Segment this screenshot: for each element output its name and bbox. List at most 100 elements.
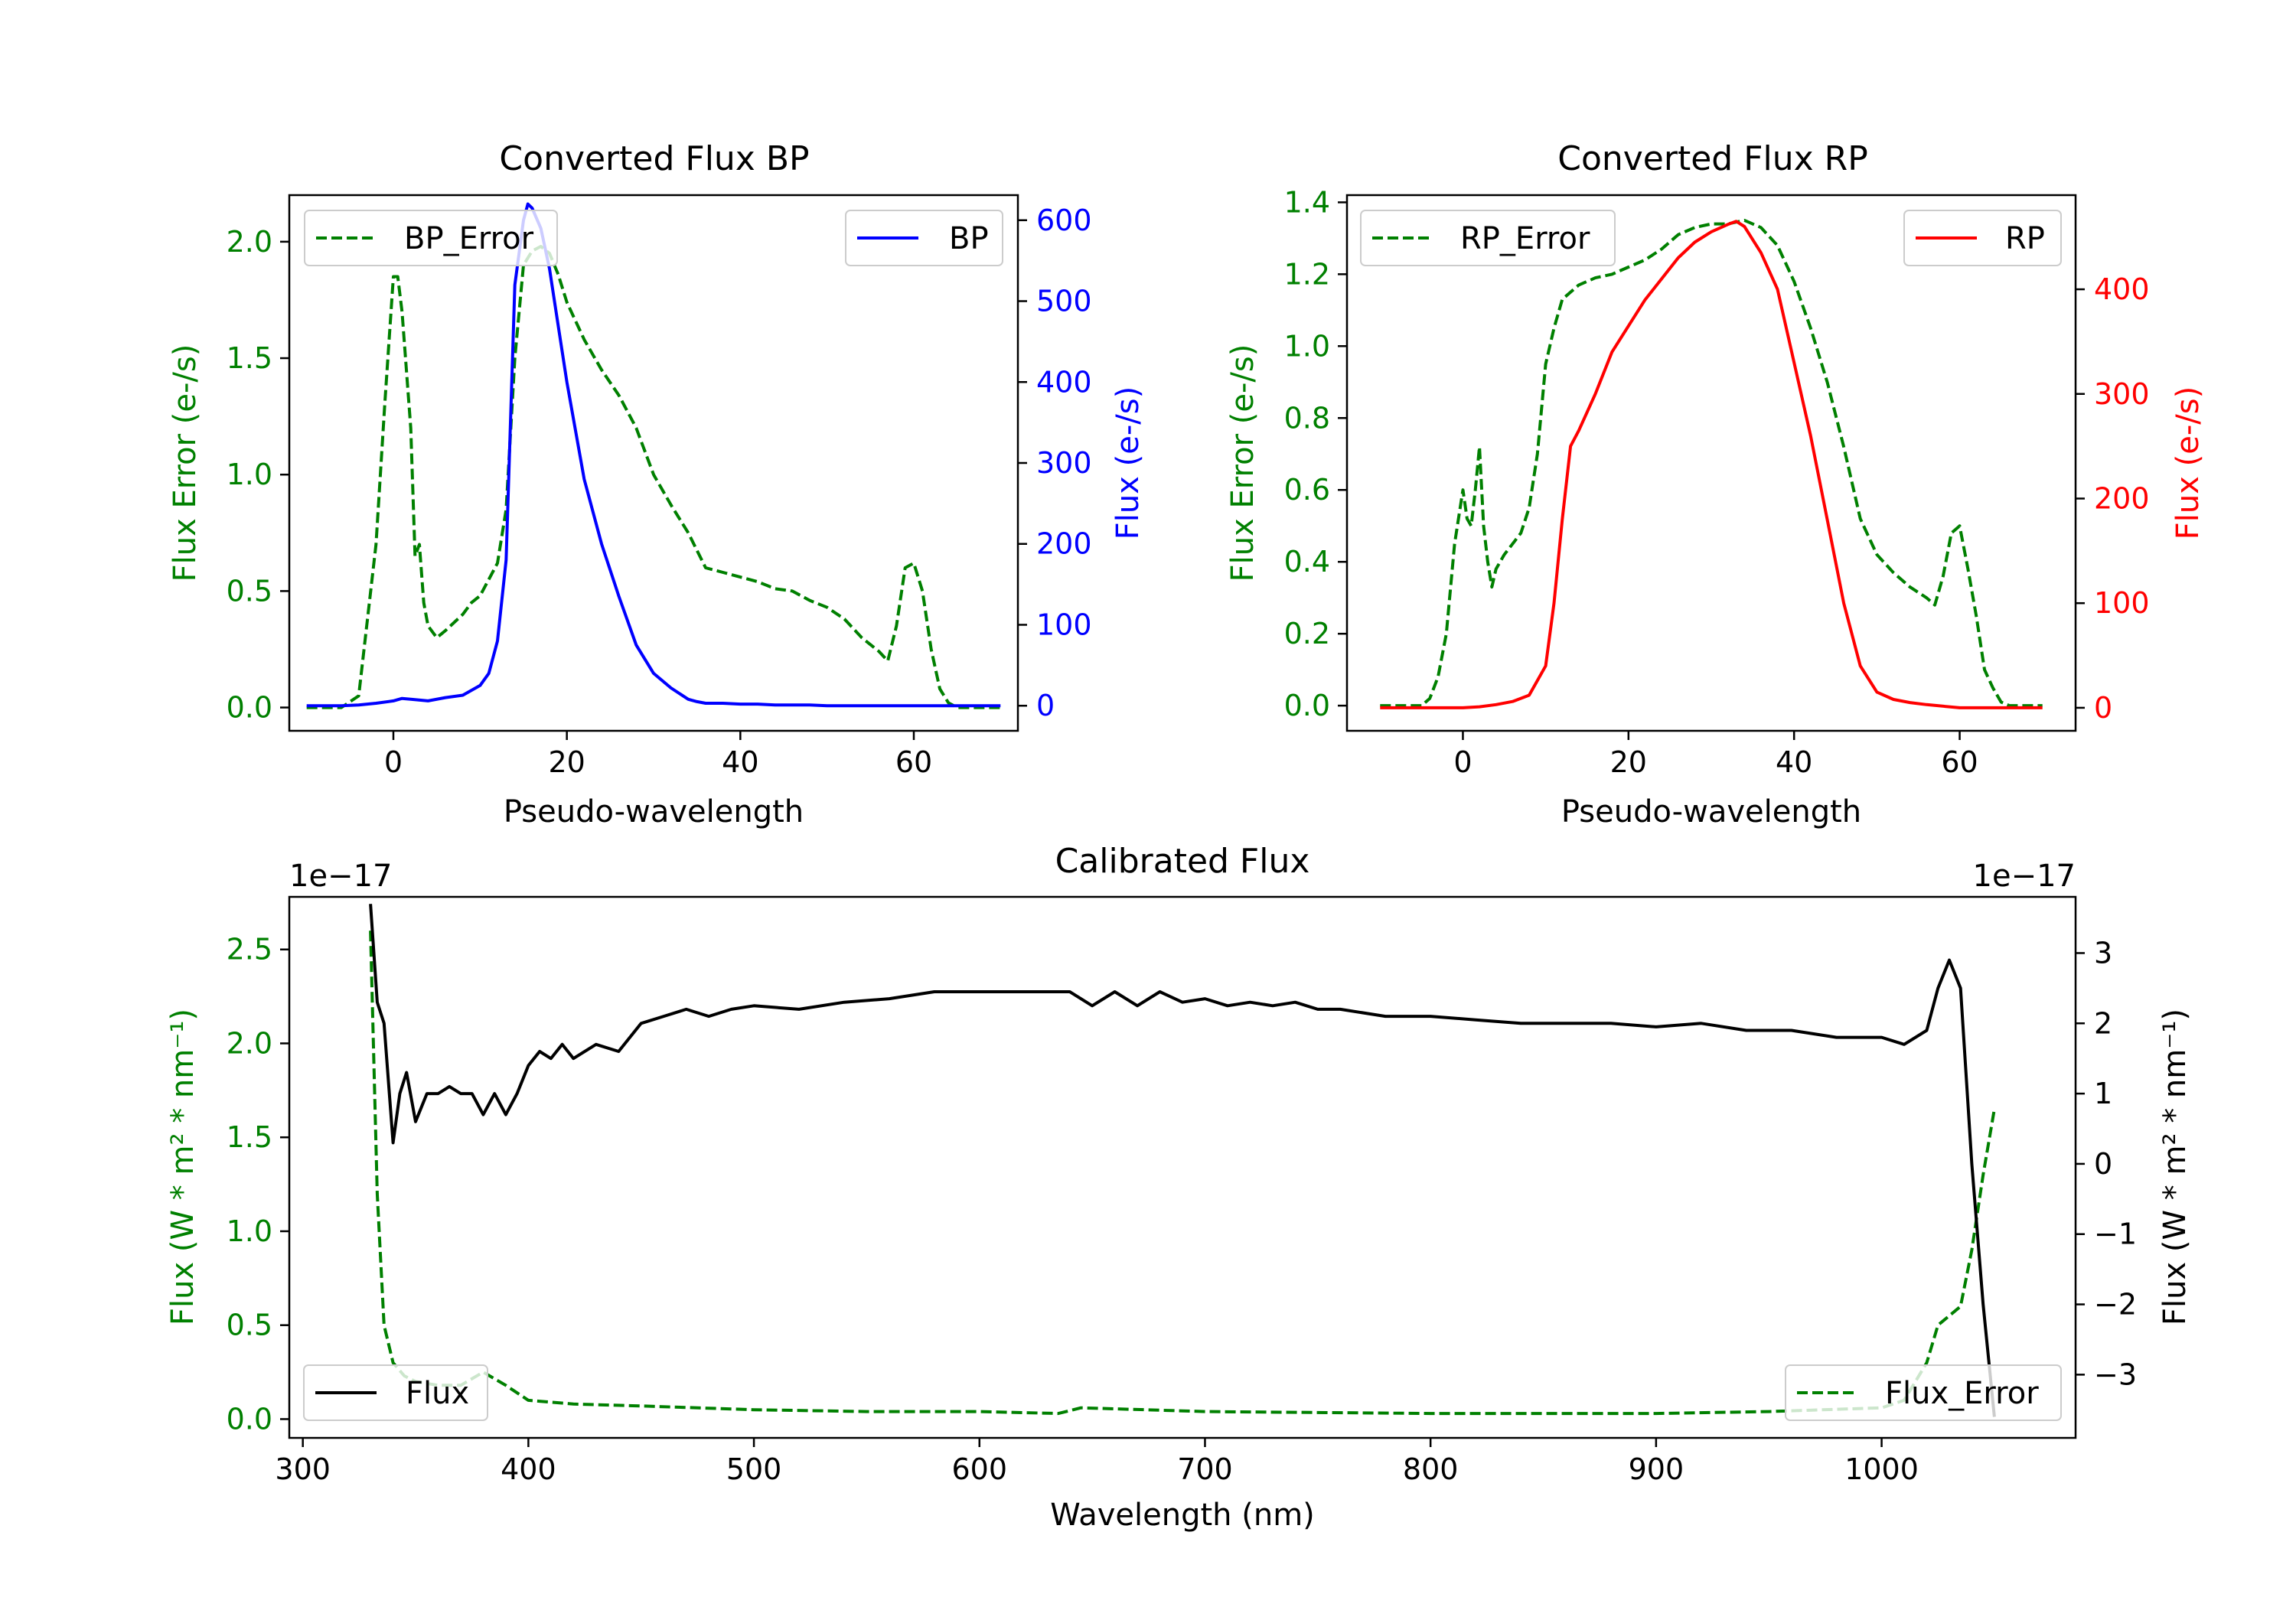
rp-axes-frame (1345, 194, 2077, 732)
rp-left-tick-label: 1.4 (1284, 185, 1330, 219)
bp-title: Converted Flux BP (499, 139, 809, 178)
bp-x-ticks: 0 20 40 60 (384, 731, 932, 779)
bp-left-tick-label: 1.5 (227, 341, 272, 375)
bp-left-tick-label: 1.0 (227, 458, 272, 491)
cal-left-tick-label: 2.0 (227, 1026, 272, 1060)
cal-left-tick-label: 1.5 (227, 1120, 272, 1154)
cal-xtick-label: 900 (1629, 1452, 1684, 1486)
cal-left-tick-label: 0.0 (227, 1402, 272, 1436)
rp-xtick-label: 40 (1776, 745, 1812, 779)
cal-xtick-label: 800 (1403, 1452, 1459, 1486)
rp-xlabel: Pseudo-wavelength (1561, 794, 1861, 830)
rp-right-tick-label: 0 (2094, 691, 2112, 725)
cal-series-flux (369, 904, 1996, 1417)
rp-right-ylabel: Flux (e-/s) (2170, 386, 2206, 539)
cal-right-tick-label: 0 (2094, 1147, 2112, 1181)
cal-left-ticks: 0.0 0.5 1.0 1.5 2.0 2.5 (227, 933, 289, 1436)
rp-xtick-label: 0 (1453, 745, 1472, 779)
rp-xtick-label: 60 (1941, 745, 1978, 779)
bp-right-tick-label: 0 (1036, 689, 1055, 722)
rp-right-tick-label: 100 (2094, 586, 2150, 620)
rp-series (1380, 218, 2043, 709)
cal-left-tick-label: 1.0 (227, 1214, 272, 1248)
rp-left-tick-label: 0.2 (1284, 617, 1330, 650)
rp-x-ticks: 0 20 40 60 (1453, 731, 1978, 779)
bp-right-tick-label: 500 (1036, 285, 1092, 318)
cal-legend-error-label: Flux_Error (1885, 1376, 2039, 1411)
cal-x-ticks: 300 400 500 600 700 800 900 1000 (275, 1438, 1919, 1486)
bp-xtick-label: 40 (722, 745, 758, 779)
rp-left-tick-label: 1.2 (1284, 257, 1330, 291)
cal-axes-frame (288, 895, 2077, 1439)
bp-left-ticks: 0.0 0.5 1.0 1.5 2.0 (227, 225, 289, 725)
rp-left-tick-label: 0.4 (1284, 545, 1330, 579)
cal-left-tick-label: 2.5 (227, 933, 272, 966)
rp-series-rp-error (1380, 218, 2043, 708)
cal-xtick-label: 400 (501, 1452, 556, 1486)
cal-right-offset-text: 1e−17 (1973, 859, 2076, 894)
rp-left-ticks: 0.0 0.2 0.4 0.6 0.8 1.0 1.2 1.4 (1284, 185, 1347, 722)
cal-xtick-label: 600 (952, 1452, 1008, 1486)
cal-xtick-label: 1000 (1844, 1452, 1919, 1486)
bp-legend-error: BP_Error (304, 210, 558, 266)
cal-left-tick-label: 0.5 (227, 1309, 272, 1342)
rp-right-tick-label: 400 (2094, 272, 2150, 306)
bp-series-bp (306, 202, 1001, 708)
rp-title: Converted Flux RP (1557, 139, 1868, 178)
cal-right-ylabel: Flux (W * m² * nm⁻¹) (2157, 1009, 2193, 1325)
cal-xtick-label: 300 (275, 1452, 331, 1486)
rp-left-tick-label: 1.0 (1284, 329, 1330, 363)
cal-right-tick-label: −2 (2094, 1288, 2137, 1322)
cal-right-tick-label: −3 (2094, 1358, 2137, 1391)
bp-legend-flux-label: BP (949, 221, 989, 256)
rp-right-tick-label: 200 (2094, 481, 2150, 515)
cal-legend-flux: Flux (303, 1364, 488, 1421)
cal-legend-error: Flux_Error (1785, 1364, 2062, 1421)
cal-title: Calibrated Flux (1055, 842, 1310, 881)
panel-rp: Converted Flux RP 0.0 0.2 0.4 0.6 0.8 1.0 1.2 1… (1225, 139, 2206, 830)
bp-legend-flux: BP (845, 210, 1003, 266)
rp-legend-flux-label: RP (2005, 221, 2045, 256)
cal-right-tick-label: −1 (2094, 1217, 2137, 1251)
cal-legend-flux-label: Flux (406, 1376, 469, 1411)
bp-left-tick-label: 0.5 (227, 574, 272, 608)
cal-xlabel: Wavelength (nm) (1050, 1498, 1315, 1533)
rp-left-tick-label: 0.0 (1284, 689, 1330, 722)
bp-left-tick-label: 0.0 (227, 691, 272, 725)
cal-left-offset-text: 1e−17 (289, 859, 392, 894)
cal-xtick-label: 500 (726, 1452, 782, 1486)
cal-right-tick-label: 2 (2094, 1006, 2112, 1040)
bp-series (306, 202, 1001, 709)
cal-right-ticks: −3 −2 −1 0 1 2 3 (2076, 936, 2137, 1391)
bp-left-ylabel: Flux Error (e-/s) (168, 344, 203, 582)
cal-left-ylabel: Flux (W * m² * nm⁻¹) (165, 1009, 201, 1325)
bp-xtick-label: 60 (895, 745, 932, 779)
cal-right-tick-label: 3 (2094, 936, 2112, 970)
bp-right-ticks: 0 100 200 300 400 500 600 (1018, 204, 1092, 722)
rp-right-ticks: 0 100 200 300 400 (2076, 272, 2150, 725)
bp-right-tick-label: 400 (1036, 365, 1092, 399)
bp-legend-error-label: BP_Error (404, 221, 534, 256)
bp-right-tick-label: 300 (1036, 446, 1092, 480)
rp-series-rp (1380, 220, 2043, 709)
rp-xtick-label: 20 (1610, 745, 1647, 779)
bp-right-tick-label: 100 (1036, 608, 1092, 641)
cal-right-tick-label: 1 (2094, 1077, 2112, 1110)
bp-right-tick-label: 600 (1036, 204, 1092, 237)
rp-legend-error: RP_Error (1360, 210, 1616, 266)
bp-right-tick-label: 200 (1036, 527, 1092, 561)
bp-right-ylabel: Flux (e-/s) (1110, 386, 1146, 539)
bp-xtick-label: 20 (548, 745, 585, 779)
rp-left-tick-label: 0.8 (1284, 401, 1330, 435)
bp-left-tick-label: 2.0 (227, 225, 272, 259)
panel-cal: Calibrated Flux 1e−17 1e−17 0.0 0.5 1.0 1.5… (165, 842, 2193, 1533)
cal-xtick-label: 700 (1177, 1452, 1233, 1486)
rp-left-ylabel: Flux Error (e-/s) (1225, 344, 1261, 582)
rp-legend-error-label: RP_Error (1460, 221, 1590, 256)
rp-left-tick-label: 0.6 (1284, 473, 1330, 507)
panel-bp: Converted Flux BP 0.0 0.5 1.0 1.5 2.0 0 100 20… (168, 139, 1146, 830)
bp-series-bp-error (306, 245, 1001, 709)
bp-xtick-label: 0 (384, 745, 403, 779)
